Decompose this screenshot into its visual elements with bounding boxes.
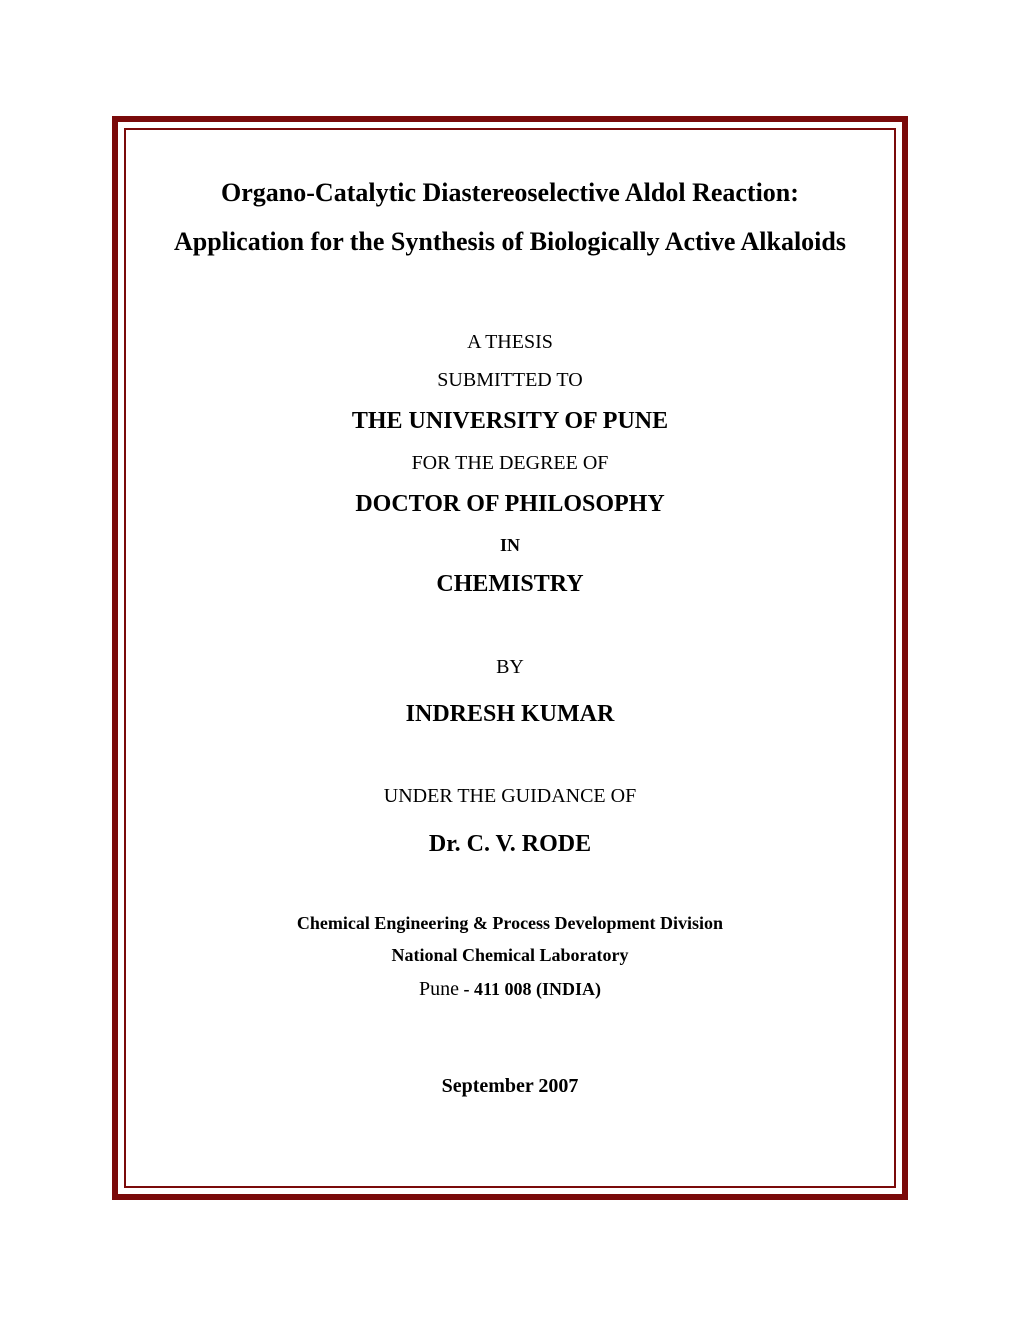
division-name: Chemical Engineering & Process Developme… (162, 907, 858, 939)
inner-border: Organo-Catalytic Diastereoselective Aldo… (124, 128, 896, 1188)
spacer (162, 1007, 858, 1075)
lab-name: National Chemical Laboratory (162, 939, 858, 971)
spacer (162, 608, 858, 648)
author-name: INDRESH KUMAR (162, 692, 858, 738)
date: September 2007 (162, 1075, 858, 1098)
title-line-1: Organo-Catalytic Diastereoselective Aldo… (162, 168, 858, 217)
for-degree-label: FOR THE DEGREE OF (162, 444, 858, 482)
degree-name: DOCTOR OF PHILOSOPHY (162, 482, 858, 528)
thesis-title-page: Organo-Catalytic Diastereoselective Aldo… (0, 0, 1020, 1320)
spacer (162, 737, 858, 777)
spacer (162, 867, 858, 907)
spacer (162, 815, 858, 823)
university-name: THE UNIVERSITY OF PUNE (162, 399, 858, 445)
by-label: BY (162, 648, 858, 686)
advisor-name: Dr. C. V. RODE (162, 823, 858, 866)
spacer (162, 267, 858, 323)
guidance-label: UNDER THE GUIDANCE OF (162, 777, 858, 815)
thesis-label: A THESIS (162, 323, 858, 361)
outer-border: Organo-Catalytic Diastereoselective Aldo… (112, 116, 908, 1200)
subject-name: CHEMISTRY (162, 562, 858, 608)
in-label: IN (162, 528, 858, 562)
city-suffix: - 411 008 (INDIA) (459, 979, 601, 999)
title-line-2: Application for the Synthesis of Biologi… (162, 217, 858, 266)
city-prefix: Pune (419, 978, 459, 1000)
city-line: Pune - 411 008 (INDIA) (162, 971, 858, 1007)
submitted-to-label: SUBMITTED TO (162, 361, 858, 399)
